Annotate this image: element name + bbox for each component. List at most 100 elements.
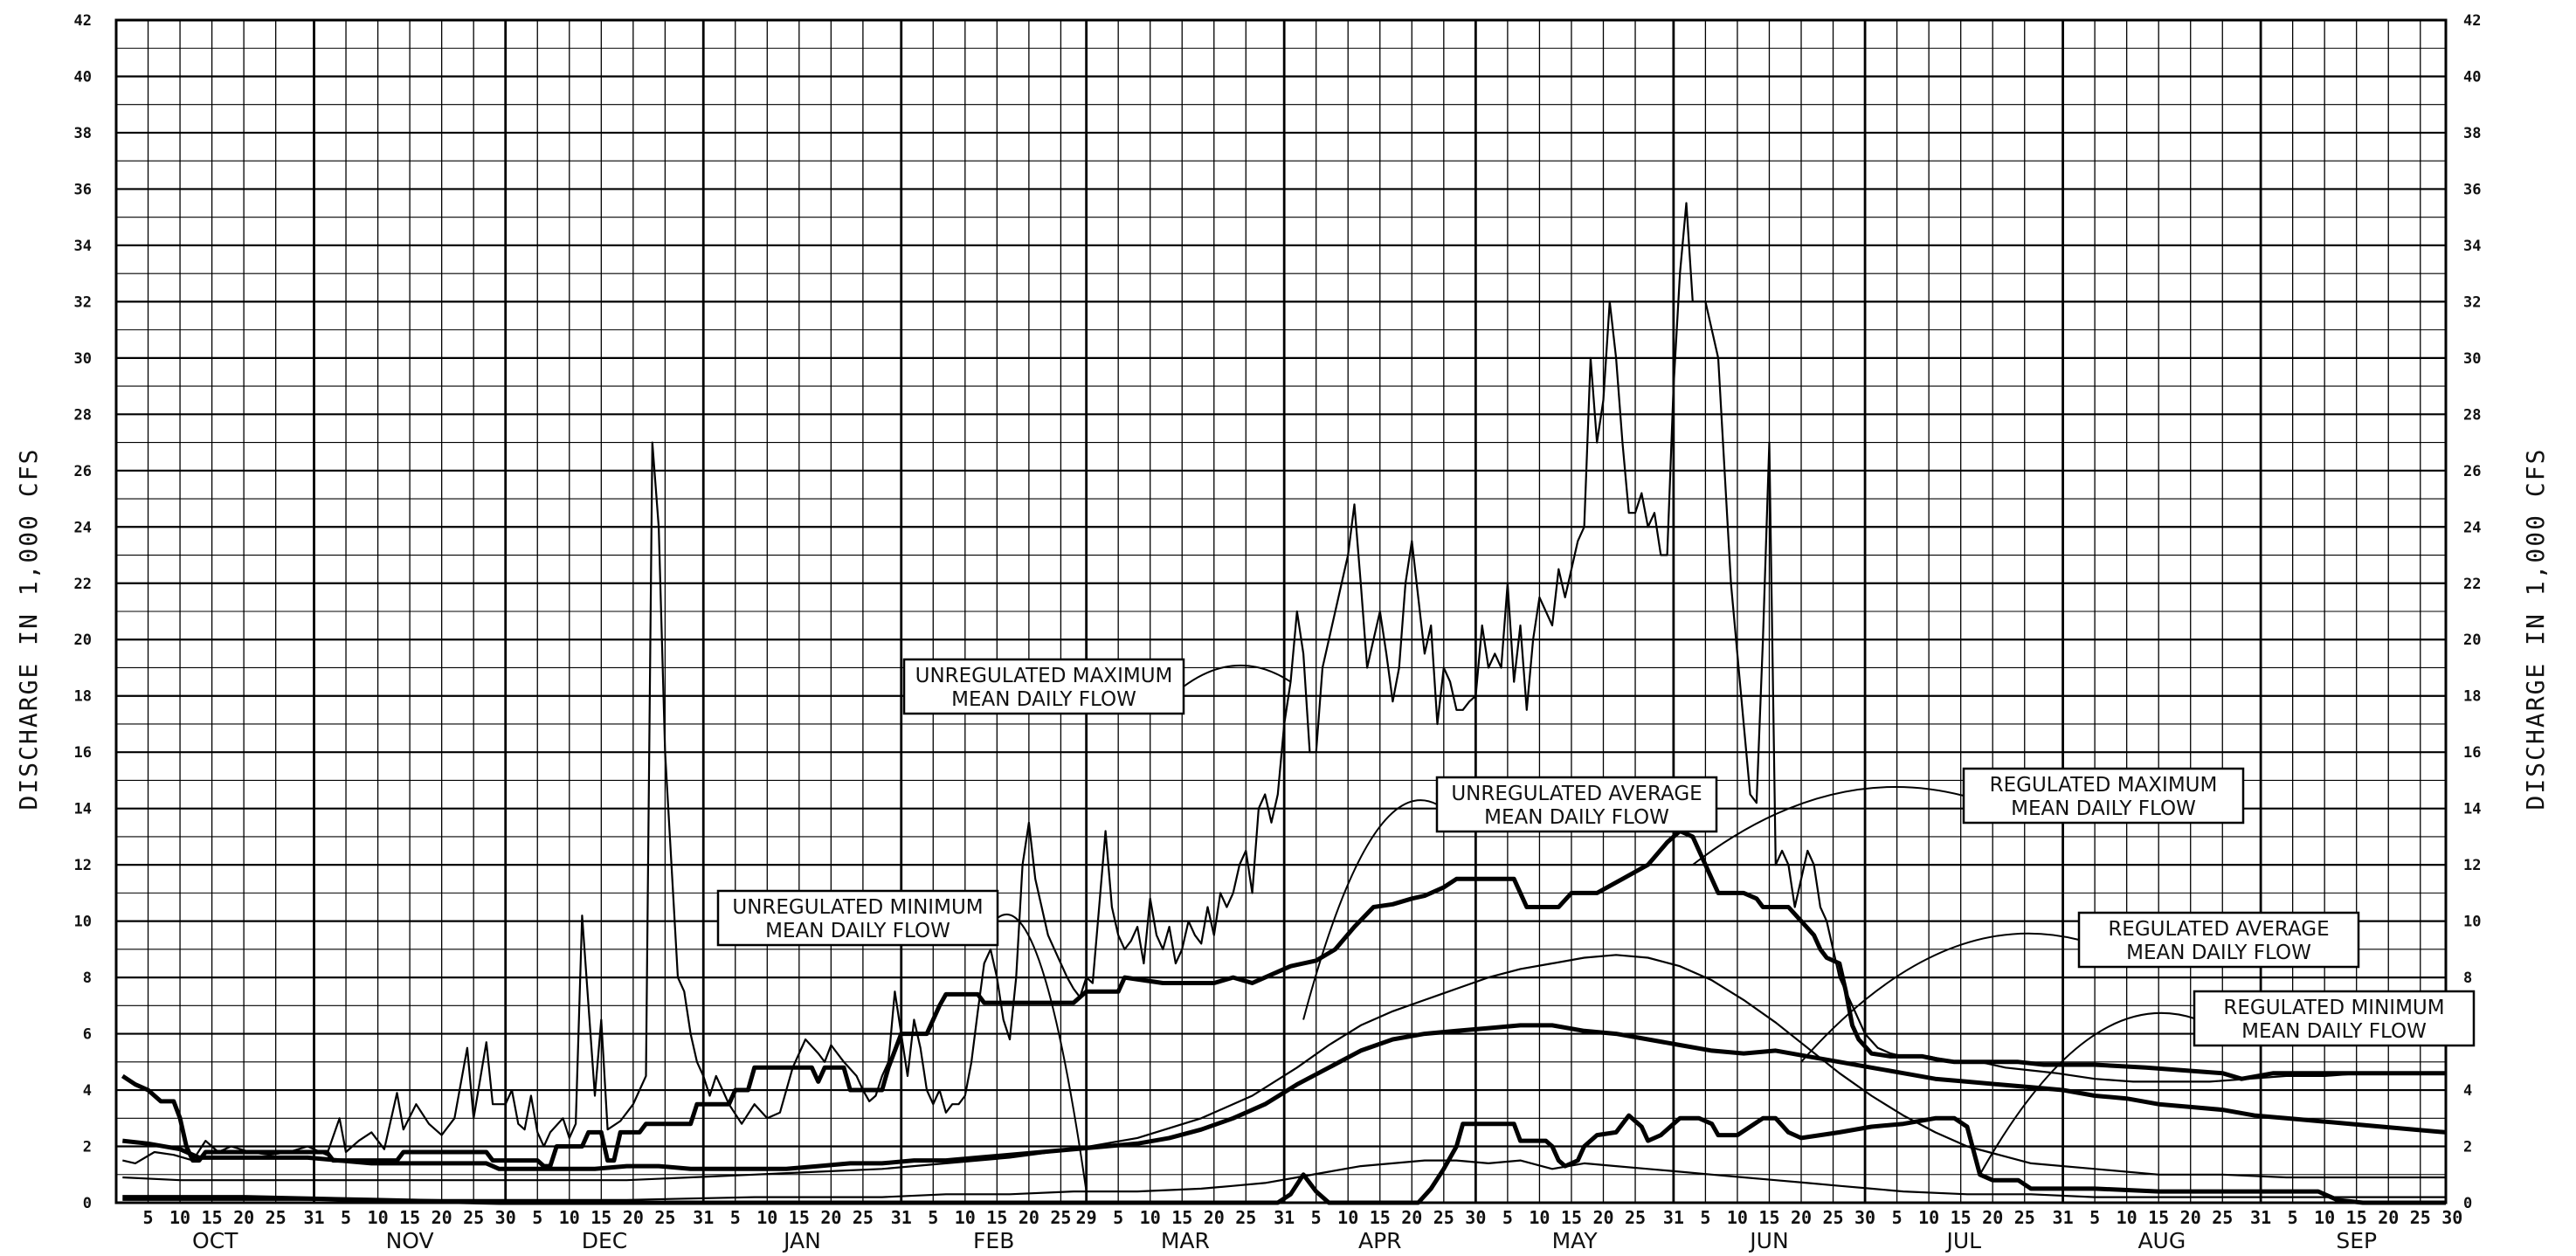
month-label: OCT (192, 1228, 238, 1253)
x-tick-label: 25 (853, 1207, 874, 1228)
x-tick-label: 25 (1433, 1207, 1454, 1228)
x-tick-label: 31 (891, 1207, 912, 1228)
annotation-box (2193, 990, 2476, 1047)
x-tick-label: 30 (1854, 1207, 1875, 1228)
month-label: NOV (386, 1228, 434, 1253)
y-tick-label-right: 2 (2463, 1139, 2472, 1156)
y-tick-label-left: 0 (83, 1195, 92, 1212)
x-tick-label: 20 (1204, 1207, 1225, 1228)
x-tick-label: 5 (1700, 1207, 1710, 1228)
x-tick-label: 20 (1019, 1207, 1039, 1228)
y-tick-label-left: 22 (74, 576, 92, 593)
x-tick-label: 25 (1050, 1207, 1071, 1228)
x-tick-label: 10 (1140, 1207, 1161, 1228)
y-tick-label-right: 14 (2463, 801, 2481, 818)
x-tick-label: 20 (1401, 1207, 1422, 1228)
y-tick-label-left: 4 (83, 1082, 92, 1100)
x-tick-label: 5 (532, 1207, 542, 1228)
x-tick-label: 29 (1076, 1207, 1097, 1228)
y-tick-label-left: 28 (74, 406, 92, 424)
x-tick-label: 15 (1171, 1207, 1192, 1228)
x-tick-label: 15 (2148, 1207, 2169, 1228)
annotation-text: MEAN DAILY FLOW (2126, 942, 2311, 964)
y-tick-label-right: 16 (2463, 744, 2481, 762)
x-tick-label: 5 (1311, 1207, 1322, 1228)
y-tick-label-left: 30 (74, 350, 92, 368)
series-line-3 (121, 829, 2446, 1169)
annotation-leader (1800, 932, 2080, 1063)
annotation-text: REGULATED MAXIMUM (1990, 774, 2218, 797)
x-tick-label: 20 (820, 1207, 841, 1228)
y-tick-label-right: 20 (2463, 631, 2481, 649)
annotation-text: MEAN DAILY FLOW (2011, 797, 2196, 820)
x-tick-label: 25 (2014, 1207, 2035, 1228)
annotation-box (716, 889, 999, 947)
y-tick-label-left: 38 (74, 125, 92, 142)
y-tick-label-right: 34 (2463, 238, 2481, 255)
month-label: MAR (1161, 1228, 1210, 1253)
x-tick-label: 20 (1592, 1207, 1613, 1228)
annotation-leader (1692, 785, 1965, 866)
month-label: JUN (1748, 1228, 1788, 1253)
month-label: APR (1358, 1228, 1402, 1253)
annotation-leader (1302, 799, 1438, 1020)
y-tick-label-right: 4 (2463, 1082, 2472, 1100)
y-tick-label-left: 10 (74, 914, 92, 931)
annotation-leader (1979, 1011, 2195, 1176)
x-tick-label: 20 (1791, 1207, 1812, 1228)
month-label: JAN (782, 1228, 821, 1253)
x-tick-label: 31 (1663, 1207, 1684, 1228)
x-tick-label: 15 (1758, 1207, 1779, 1228)
x-tick-label: 20 (2180, 1207, 2201, 1228)
y-tick-label-right: 32 (2463, 293, 2481, 311)
y-tick-label-right: 28 (2463, 406, 2481, 424)
y-tick-label-right: 0 (2463, 1195, 2472, 1212)
annotation-text: MEAN DAILY FLOW (765, 920, 950, 942)
y-tick-label-left: 14 (74, 801, 92, 818)
x-tick-label: 20 (233, 1207, 254, 1228)
y-tick-label-left: 34 (74, 238, 92, 255)
grid (114, 18, 2448, 1204)
annotation-box (2077, 911, 2360, 969)
x-tick-label: 20 (623, 1207, 644, 1228)
month-label: FEB (973, 1228, 1014, 1253)
x-tick-label: 25 (266, 1207, 287, 1228)
y-tick-label-right: 10 (2463, 914, 2481, 931)
x-tick-label: 25 (1235, 1207, 1256, 1228)
x-tick-label: 30 (1465, 1207, 1486, 1228)
series-line-2 (122, 1159, 2446, 1201)
month-label: MAY (1552, 1228, 1599, 1253)
y-tick-label-right: 26 (2463, 463, 2481, 480)
series-line-5 (122, 1113, 2446, 1205)
annotation-box (1962, 767, 2245, 825)
x-tick-label: 10 (756, 1207, 777, 1228)
x-tick-label: 10 (169, 1207, 190, 1228)
series-line-0 (122, 202, 2446, 1164)
y-tick-label-left: 2 (83, 1139, 92, 1156)
y-tick-label-left: 18 (74, 688, 92, 706)
month-label: DEC (582, 1228, 628, 1253)
x-tick-labels: 5 10 15 20 25 31 OCT 5 10 15 20 25 30 NOV 5 10 15 20 25 31 D… (143, 1207, 2463, 1253)
month-label: SEP (2336, 1228, 2377, 1253)
y-tick-label-left: 8 (83, 970, 92, 987)
annotation-text: UNREGULATED MINIMUM (732, 896, 983, 919)
x-tick-label: 10 (1727, 1207, 1748, 1228)
series-line-1 (122, 954, 2446, 1182)
x-tick-label: 5 (1892, 1207, 1903, 1228)
y-tick-label-right: 30 (2463, 350, 2481, 368)
month-label: JUL (1945, 1228, 1982, 1253)
x-tick-label: 15 (590, 1207, 611, 1228)
x-tick-label: 10 (1529, 1207, 1550, 1228)
x-tick-label: 5 (928, 1207, 938, 1228)
x-tick-label: 15 (1561, 1207, 1582, 1228)
x-tick-label: 15 (2346, 1207, 2367, 1228)
x-tick-label: 20 (2378, 1207, 2399, 1228)
y-tick-label-left: 6 (83, 1026, 92, 1044)
month-label: AUG (2137, 1228, 2186, 1253)
annotation-leader (1183, 664, 1292, 687)
y-axis-label-right: DISCHARGE IN 1,000 CFS (2521, 448, 2550, 811)
y-tick-label-left: 42 (74, 12, 92, 30)
y-tick-label-right: 18 (2463, 688, 2481, 706)
annotation-box (902, 658, 1185, 715)
